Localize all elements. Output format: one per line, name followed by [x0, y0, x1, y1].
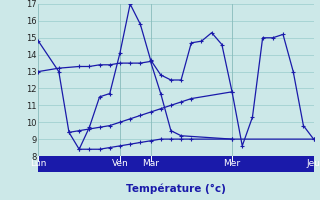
Text: Jeu: Jeu	[307, 160, 320, 168]
Text: Mer: Mer	[223, 160, 241, 168]
Text: Lun: Lun	[30, 160, 47, 168]
Text: Ven: Ven	[112, 160, 128, 168]
Text: Mar: Mar	[142, 160, 159, 168]
Text: Température (°c): Température (°c)	[126, 184, 226, 194]
